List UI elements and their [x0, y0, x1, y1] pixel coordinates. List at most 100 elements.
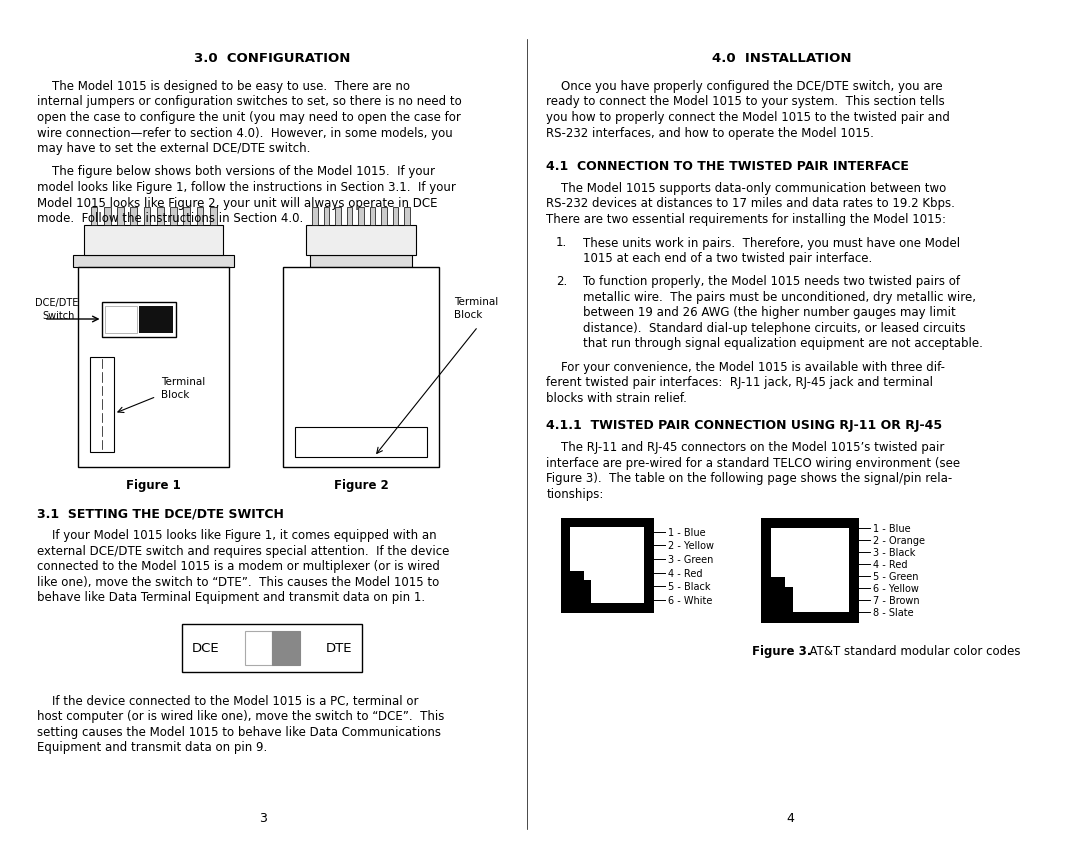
Text: Terminal: Terminal — [454, 297, 498, 307]
Text: ready to connect the Model 1015 to your system.  This section tells: ready to connect the Model 1015 to your … — [546, 96, 945, 108]
Bar — [181, 624, 363, 672]
Text: ferent twisted pair interfaces:  RJ-11 jack, RJ-45 jack and terminal: ferent twisted pair interfaces: RJ-11 ja… — [546, 376, 933, 389]
Text: model looks like Figure 1, follow the instructions in Section 3.1.  If your: model looks like Figure 1, follow the in… — [37, 181, 456, 194]
Text: 1 - Blue: 1 - Blue — [669, 527, 706, 537]
Text: Figure 3).  The table on the following page shows the signal/pin rela-: Figure 3). The table on the following pa… — [546, 472, 953, 485]
Text: 3.0  CONFIGURATION: 3.0 CONFIGURATION — [194, 52, 350, 65]
Bar — [283, 267, 440, 467]
Text: Equipment and transmit data on pin 9.: Equipment and transmit data on pin 9. — [37, 740, 268, 753]
Text: host computer (or is wired like one), move the switch to “DCE”.  This: host computer (or is wired like one), mo… — [37, 710, 445, 722]
Text: 3 - Black: 3 - Black — [874, 548, 916, 557]
Text: wire connection—refer to section 4.0).  However, in some models, you: wire connection—refer to section 4.0). H… — [37, 126, 453, 139]
Bar — [73, 255, 234, 267]
Text: 3.1  SETTING THE DCE/DTE SWITCH: 3.1 SETTING THE DCE/DTE SWITCH — [37, 507, 284, 519]
Bar — [157, 207, 163, 225]
Text: that run through signal equalization equipment are not acceptable.: that run through signal equalization equ… — [583, 337, 983, 350]
Text: 3 - Green: 3 - Green — [669, 554, 714, 565]
Bar — [310, 255, 411, 267]
Bar — [272, 631, 299, 665]
Text: Figure 2: Figure 2 — [334, 479, 389, 492]
Text: metallic wire.  The pairs must be unconditioned, dry metallic wire,: metallic wire. The pairs must be uncondi… — [583, 291, 976, 304]
Text: 2 - Orange: 2 - Orange — [874, 536, 926, 545]
Text: 4.0  INSTALLATION: 4.0 INSTALLATION — [712, 52, 851, 65]
Text: If your Model 1015 looks like Figure 1, it comes equipped with an: If your Model 1015 looks like Figure 1, … — [37, 529, 436, 542]
Text: 5 - Green: 5 - Green — [874, 572, 919, 581]
Text: 4 - Red: 4 - Red — [874, 560, 907, 569]
Text: The figure below shows both versions of the Model 1015.  If your: The figure below shows both versions of … — [37, 165, 435, 178]
Bar — [404, 207, 410, 225]
Text: Figure 3.: Figure 3. — [752, 645, 811, 658]
Text: Terminal: Terminal — [161, 377, 205, 387]
Bar — [771, 528, 849, 612]
Bar — [570, 581, 591, 603]
Text: interface are pre-wired for a standard TELCO wiring environment (see: interface are pre-wired for a standard T… — [546, 456, 960, 469]
Text: external DCE/DTE switch and requires special attention.  If the device: external DCE/DTE switch and requires spe… — [37, 544, 449, 557]
Bar — [106, 306, 137, 334]
Text: Block: Block — [161, 390, 190, 400]
Text: 1 - Blue: 1 - Blue — [874, 524, 910, 533]
Text: Block: Block — [454, 310, 482, 320]
Bar — [144, 207, 150, 225]
Text: 8 - Slate: 8 - Slate — [874, 607, 914, 618]
Text: DCE: DCE — [192, 641, 219, 655]
Bar — [171, 207, 177, 225]
Text: 4 - Red: 4 - Red — [669, 568, 703, 578]
Text: RS-232 devices at distances to 17 miles and data rates to 19.2 Kbps.: RS-232 devices at distances to 17 miles … — [546, 197, 955, 210]
Text: tionships:: tionships: — [546, 487, 604, 501]
Text: The Model 1015 is designed to be easy to use.  There are no: The Model 1015 is designed to be easy to… — [37, 80, 410, 93]
Text: like one), move the switch to “DTE”.  This causes the Model 1015 to: like one), move the switch to “DTE”. Thi… — [37, 575, 440, 589]
Bar — [90, 357, 114, 452]
Text: Switch: Switch — [42, 311, 75, 321]
Bar — [84, 225, 224, 255]
Bar — [324, 207, 329, 225]
Bar — [131, 207, 137, 225]
Text: 2 - Yellow: 2 - Yellow — [669, 541, 714, 551]
Text: RS-232 interfaces, and how to operate the Model 1015.: RS-232 interfaces, and how to operate th… — [546, 126, 874, 139]
Bar — [761, 518, 859, 623]
Text: For your convenience, the Model 1015 is available with three dif-: For your convenience, the Model 1015 is … — [546, 361, 945, 374]
Text: To function properly, the Model 1015 needs two twisted pairs of: To function properly, the Model 1015 nee… — [583, 276, 960, 288]
Text: distance).  Standard dial-up telephone circuits, or leased circuits: distance). Standard dial-up telephone ci… — [583, 322, 966, 334]
Text: behave like Data Terminal Equipment and transmit data on pin 1.: behave like Data Terminal Equipment and … — [37, 591, 426, 604]
Text: 3: 3 — [259, 811, 268, 824]
Bar — [347, 207, 352, 225]
Bar — [369, 207, 376, 225]
Text: Once you have properly configured the DCE/DTE switch, you are: Once you have properly configured the DC… — [546, 80, 943, 93]
Bar — [295, 427, 428, 457]
Bar — [771, 587, 793, 612]
Text: Model 1015 looks like Figure 2, your unit will always operate in DCE: Model 1015 looks like Figure 2, your uni… — [37, 196, 437, 209]
Bar — [184, 207, 190, 225]
Text: blocks with strain relief.: blocks with strain relief. — [546, 392, 687, 404]
Text: you how to properly connect the Model 1015 to the twisted pair and: you how to properly connect the Model 10… — [546, 111, 950, 124]
Bar — [78, 267, 229, 467]
Bar — [381, 207, 387, 225]
Text: 6 - Yellow: 6 - Yellow — [874, 583, 919, 594]
Bar — [359, 207, 364, 225]
Text: internal jumpers or configuration switches to set, so there is no need to: internal jumpers or configuration switch… — [37, 96, 462, 108]
Text: 2.: 2. — [556, 276, 567, 288]
Bar — [307, 225, 416, 255]
Bar — [393, 207, 399, 225]
Text: If the device connected to the Model 1015 is a PC, terminal or: If the device connected to the Model 101… — [37, 694, 419, 707]
Text: DCE/DTE: DCE/DTE — [36, 299, 79, 308]
Bar — [118, 207, 124, 225]
Text: 5 - Black: 5 - Black — [669, 582, 711, 592]
Text: setting causes the Model 1015 to behave like Data Communications: setting causes the Model 1015 to behave … — [37, 725, 441, 738]
Text: DTE: DTE — [326, 641, 353, 655]
Text: There are two essential requirements for installing the Model 1015:: There are two essential requirements for… — [546, 212, 946, 226]
Bar — [103, 302, 176, 337]
Bar — [245, 631, 272, 665]
Bar — [561, 518, 653, 612]
Bar — [771, 577, 785, 587]
Text: between 19 and 26 AWG (the higher number gauges may limit: between 19 and 26 AWG (the higher number… — [583, 306, 956, 319]
Bar — [335, 207, 341, 225]
Text: These units work in pairs.  Therefore, you must have one Model: These units work in pairs. Therefore, yo… — [583, 236, 960, 249]
Bar — [91, 207, 97, 225]
Text: The RJ-11 and RJ-45 connectors on the Model 1015’s twisted pair: The RJ-11 and RJ-45 connectors on the Mo… — [546, 441, 945, 454]
Bar — [197, 207, 203, 225]
Text: mode.  Follow the instructions in Section 4.0.: mode. Follow the instructions in Section… — [37, 212, 303, 224]
Text: connected to the Model 1015 is a modem or multiplexer (or is wired: connected to the Model 1015 is a modem o… — [37, 560, 440, 573]
Bar — [312, 207, 318, 225]
Text: open the case to configure the unit (you may need to open the case for: open the case to configure the unit (you… — [37, 111, 461, 124]
Text: The Model 1015 supports data-only communication between two: The Model 1015 supports data-only commun… — [546, 182, 946, 194]
